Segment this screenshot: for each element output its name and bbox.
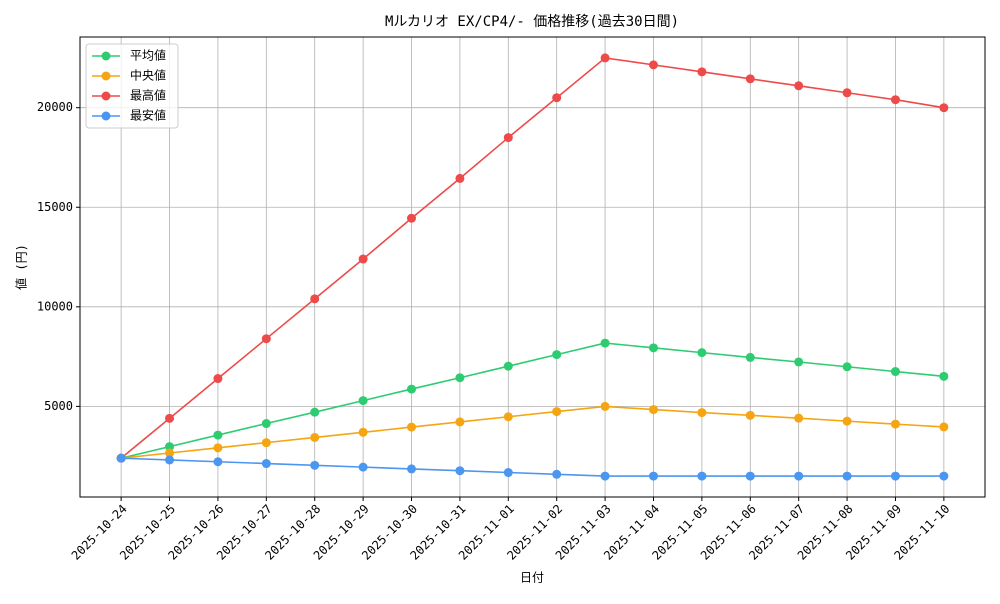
marker bbox=[794, 357, 804, 367]
marker bbox=[600, 53, 610, 63]
marker bbox=[697, 348, 707, 358]
y-tick-label: 10000 bbox=[37, 299, 73, 313]
marker bbox=[213, 374, 223, 384]
marker bbox=[165, 442, 175, 452]
legend-label: 最安値 bbox=[130, 108, 166, 123]
marker bbox=[552, 350, 562, 360]
marker bbox=[407, 464, 417, 474]
marker bbox=[794, 471, 804, 481]
y-tick-label: 5000 bbox=[44, 399, 73, 413]
y-tick-label: 20000 bbox=[37, 100, 73, 114]
marker bbox=[407, 213, 417, 223]
marker bbox=[552, 469, 562, 479]
marker bbox=[842, 416, 852, 426]
y-axis-label: 値 (円) bbox=[14, 244, 29, 290]
series-line bbox=[121, 405, 944, 459]
plot-frame bbox=[79, 36, 986, 498]
marker bbox=[358, 427, 368, 437]
marker bbox=[600, 338, 610, 348]
legend-marker bbox=[101, 111, 111, 121]
marker bbox=[407, 422, 417, 432]
marker bbox=[842, 362, 852, 372]
marker bbox=[213, 457, 223, 467]
marker bbox=[310, 407, 320, 417]
marker bbox=[745, 471, 755, 481]
series-line bbox=[120, 57, 944, 459]
marker bbox=[261, 438, 271, 448]
marker bbox=[552, 93, 562, 103]
marker bbox=[648, 60, 658, 70]
marker bbox=[310, 432, 320, 442]
marker bbox=[358, 396, 368, 406]
legend-label: 中央値 bbox=[130, 68, 166, 83]
marker bbox=[407, 384, 417, 394]
marker bbox=[213, 443, 223, 453]
marker bbox=[261, 419, 271, 429]
marker bbox=[697, 67, 707, 77]
marker bbox=[503, 412, 513, 422]
marker bbox=[890, 95, 900, 105]
marker bbox=[116, 453, 126, 463]
marker bbox=[600, 401, 610, 411]
legend-label: 最高値 bbox=[130, 88, 166, 103]
marker bbox=[842, 88, 852, 98]
marker bbox=[455, 173, 465, 183]
marker bbox=[794, 81, 804, 91]
x-axis-label: 日付 bbox=[520, 571, 544, 585]
marker bbox=[842, 471, 852, 481]
marker bbox=[794, 413, 804, 423]
marker bbox=[358, 254, 368, 264]
marker bbox=[358, 462, 368, 472]
marker bbox=[455, 373, 465, 383]
marker bbox=[455, 466, 465, 476]
marker bbox=[503, 361, 513, 371]
marker bbox=[213, 430, 223, 440]
marker bbox=[165, 455, 175, 465]
marker bbox=[165, 413, 175, 423]
chart-title: Mルカリオ EX/CP4/- 価格推移(過去30日間) bbox=[385, 14, 679, 30]
marker bbox=[310, 460, 320, 470]
legend-label: 平均値 bbox=[130, 48, 166, 63]
marker bbox=[261, 459, 271, 469]
marker bbox=[890, 419, 900, 429]
marker bbox=[890, 471, 900, 481]
legend-marker bbox=[101, 71, 111, 81]
marker bbox=[455, 417, 465, 427]
marker bbox=[939, 371, 949, 381]
marker bbox=[939, 422, 949, 432]
marker bbox=[165, 448, 175, 458]
marker bbox=[745, 74, 755, 84]
marker bbox=[503, 133, 513, 143]
marker bbox=[648, 471, 658, 481]
series-line bbox=[120, 342, 944, 459]
series-line bbox=[121, 457, 944, 477]
legend-box bbox=[85, 43, 179, 129]
marker bbox=[503, 468, 513, 478]
marker bbox=[310, 294, 320, 304]
marker bbox=[697, 471, 707, 481]
marker bbox=[552, 407, 562, 417]
legend-marker bbox=[101, 51, 111, 61]
legend-marker bbox=[101, 91, 111, 101]
marker bbox=[745, 352, 755, 362]
marker bbox=[261, 334, 271, 344]
marker bbox=[648, 343, 658, 353]
marker bbox=[697, 408, 707, 418]
marker bbox=[745, 410, 755, 420]
marker bbox=[890, 367, 900, 377]
marker bbox=[939, 471, 949, 481]
y-tick-label: 15000 bbox=[37, 200, 73, 214]
marker bbox=[648, 405, 658, 415]
marker bbox=[600, 471, 610, 481]
marker bbox=[939, 103, 949, 113]
